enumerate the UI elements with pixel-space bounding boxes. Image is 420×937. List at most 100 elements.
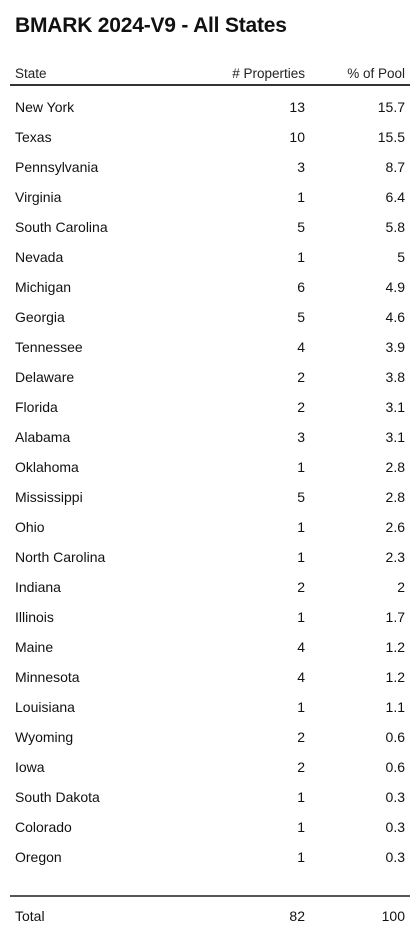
pct-of-pool: 3.9 [385, 339, 405, 355]
state-name: Mississippi [15, 489, 83, 505]
total-pct-of-pool: 100 [381, 908, 405, 924]
pct-of-pool: 2.8 [385, 489, 405, 505]
property-count: 3 [297, 429, 305, 445]
state-name: South Dakota [15, 789, 100, 805]
pct-of-pool: 3.1 [385, 429, 405, 445]
table-row: Ohio 1 2.6 [10, 513, 410, 543]
pct-of-pool: 1.2 [385, 639, 405, 655]
state-name: Maine [15, 639, 54, 655]
property-count: 4 [297, 639, 305, 655]
table-row: Pennsylvania 3 8.7 [10, 153, 410, 183]
table-row: Nevada 1 5 [10, 243, 410, 273]
table-row: Oregon 1 0.3 [10, 843, 410, 873]
table-row: Minnesota 4 1.2 [10, 663, 410, 693]
pct-of-pool: 1.2 [385, 669, 405, 685]
pct-of-pool: 2.3 [385, 549, 405, 565]
property-count: 1 [297, 459, 305, 475]
pct-of-pool: 0.3 [385, 849, 405, 865]
pct-of-pool: 1.1 [385, 699, 405, 715]
pct-of-pool: 4.9 [385, 279, 405, 295]
table-row: Oklahoma 1 2.8 [10, 453, 410, 483]
property-count: 2 [297, 369, 305, 385]
property-count: 6 [297, 279, 305, 295]
state-name: Georgia [15, 309, 65, 325]
table-row: Delaware 2 3.8 [10, 363, 410, 393]
pct-of-pool: 8.7 [385, 159, 405, 175]
property-count: 10 [289, 129, 305, 145]
table-row: New York 13 15.7 [10, 93, 410, 123]
table-row: Tennessee 4 3.9 [10, 333, 410, 363]
total-label: Total [15, 908, 45, 924]
table-body: New York 13 15.7 Texas 10 15.5 Pennsylvania 3 8.… [10, 86, 410, 873]
table-row: Iowa 2 0.6 [10, 753, 410, 783]
property-count: 1 [297, 789, 305, 805]
pct-of-pool: 0.6 [385, 729, 405, 745]
state-name: Wyoming [15, 729, 74, 745]
pct-of-pool: 15.5 [377, 129, 405, 145]
pct-of-pool: 2 [397, 579, 405, 595]
pct-of-pool: 6.4 [385, 189, 405, 205]
property-count: 1 [297, 609, 305, 625]
table-row: Alabama 3 3.1 [10, 423, 410, 453]
property-count: 5 [297, 219, 305, 235]
pct-of-pool: 2.8 [385, 459, 405, 475]
table-row: Colorado 1 0.3 [10, 813, 410, 843]
pct-of-pool: 0.3 [385, 819, 405, 835]
pct-of-pool: 2.6 [385, 519, 405, 535]
property-count: 1 [297, 699, 305, 715]
page-title: BMARK 2024-V9 - All States [15, 14, 287, 37]
pct-of-pool: 5 [397, 249, 405, 265]
table-row: Wyoming 2 0.6 [10, 723, 410, 753]
property-count: 2 [297, 729, 305, 745]
pct-of-pool: 0.3 [385, 789, 405, 805]
header-properties: # Properties [232, 66, 305, 81]
state-name: New York [15, 99, 75, 115]
state-name: Louisiana [15, 699, 75, 715]
pct-of-pool: 4.6 [385, 309, 405, 325]
state-name: Tennessee [15, 339, 83, 355]
state-name: Ohio [15, 519, 45, 535]
state-name: Iowa [15, 759, 45, 775]
state-name: Texas [15, 129, 52, 145]
table-row: Maine 4 1.2 [10, 633, 410, 663]
property-count: 5 [297, 489, 305, 505]
state-name: Michigan [15, 279, 72, 295]
state-name: South Carolina [15, 219, 108, 235]
state-name: Delaware [15, 369, 75, 385]
pct-of-pool: 3.1 [385, 399, 405, 415]
state-name: Nevada [15, 249, 64, 265]
property-count: 5 [297, 309, 305, 325]
property-count: 4 [297, 339, 305, 355]
state-name: Minnesota [15, 669, 80, 685]
table-row: North Carolina 1 2.3 [10, 543, 410, 573]
header-state: State [15, 66, 47, 81]
table-row: Florida 2 3.1 [10, 393, 410, 423]
pct-of-pool: 3.8 [385, 369, 405, 385]
property-count: 1 [297, 549, 305, 565]
table-row: South Dakota 1 0.3 [10, 783, 410, 813]
state-name: Florida [15, 399, 58, 415]
pct-of-pool: 5.8 [385, 219, 405, 235]
state-name: Indiana [15, 579, 61, 595]
table-row: Michigan 6 4.9 [10, 273, 410, 303]
table-row: Illinois 1 1.7 [10, 603, 410, 633]
table-row: Virginia 1 6.4 [10, 183, 410, 213]
state-name: Virginia [15, 189, 62, 205]
total-divider [10, 895, 410, 897]
state-name: Colorado [15, 819, 72, 835]
state-name: Oregon [15, 849, 62, 865]
property-count: 4 [297, 669, 305, 685]
state-name: Oklahoma [15, 459, 79, 475]
states-table: State # Properties % of Pool New York 13 1… [10, 61, 410, 873]
property-count: 1 [297, 849, 305, 865]
property-count: 2 [297, 579, 305, 595]
property-count: 1 [297, 249, 305, 265]
property-count: 13 [289, 99, 305, 115]
property-count: 2 [297, 399, 305, 415]
table-row: South Carolina 5 5.8 [10, 213, 410, 243]
state-name: Alabama [15, 429, 71, 445]
state-name: Pennsylvania [15, 159, 99, 175]
table-row: Louisiana 1 1.1 [10, 693, 410, 723]
pct-of-pool: 15.7 [377, 99, 405, 115]
total-properties: 82 [289, 908, 305, 924]
